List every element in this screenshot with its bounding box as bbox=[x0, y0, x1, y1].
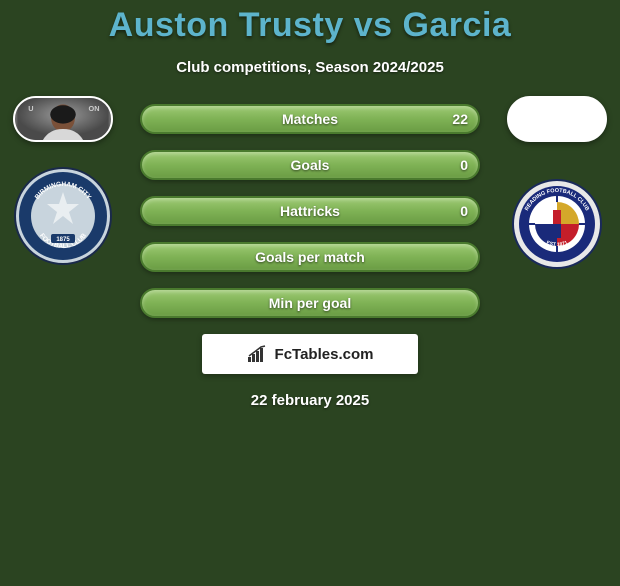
chart-icon bbox=[247, 345, 269, 363]
stat-right-value: 22 bbox=[452, 111, 468, 127]
stat-bar-goals-per-match: Goals per match bbox=[140, 242, 480, 272]
stat-bar-goals: Goals 0 bbox=[140, 150, 480, 180]
stat-label: Min per goal bbox=[269, 295, 351, 311]
svg-text:1875: 1875 bbox=[56, 237, 70, 243]
comparison-body: U ON BIRMINGHAM CITY FOOTBALL CLUB 1875 bbox=[0, 104, 620, 318]
stat-label: Hattricks bbox=[280, 203, 340, 219]
comparison-subtitle: Club competitions, Season 2024/2025 bbox=[0, 59, 620, 76]
stat-bar-min-per-goal: Min per goal bbox=[140, 288, 480, 318]
right-club-badge: READING FOOTBALL CLUB EST 1871 bbox=[507, 174, 607, 274]
stat-bar-hattricks: Hattricks 0 bbox=[140, 196, 480, 226]
stat-bars: Matches 22 Goals 0 Hattricks 0 Goals per… bbox=[140, 104, 480, 318]
right-player-avatar bbox=[507, 96, 607, 142]
comparison-date: 22 february 2025 bbox=[0, 392, 620, 409]
stat-label: Goals per match bbox=[255, 249, 365, 265]
stat-label: Goals bbox=[291, 157, 330, 173]
comparison-title: Auston Trusty vs Garcia bbox=[0, 6, 620, 45]
left-player-avatar: U ON bbox=[13, 96, 113, 142]
left-club-badge: BIRMINGHAM CITY FOOTBALL CLUB 1875 bbox=[13, 166, 113, 266]
stat-right-value: 0 bbox=[460, 203, 468, 219]
stat-bar-matches: Matches 22 bbox=[140, 104, 480, 134]
stat-right-value: 0 bbox=[460, 157, 468, 173]
stat-label: Matches bbox=[282, 111, 338, 127]
watermark: FcTables.com bbox=[202, 334, 418, 374]
svg-text:ON: ON bbox=[89, 104, 100, 113]
svg-text:U: U bbox=[28, 104, 33, 113]
left-player-column: U ON BIRMINGHAM CITY FOOTBALL CLUB 1875 bbox=[8, 96, 118, 266]
right-player-column: READING FOOTBALL CLUB EST 1871 bbox=[502, 96, 612, 274]
watermark-text: FcTables.com bbox=[275, 346, 374, 363]
